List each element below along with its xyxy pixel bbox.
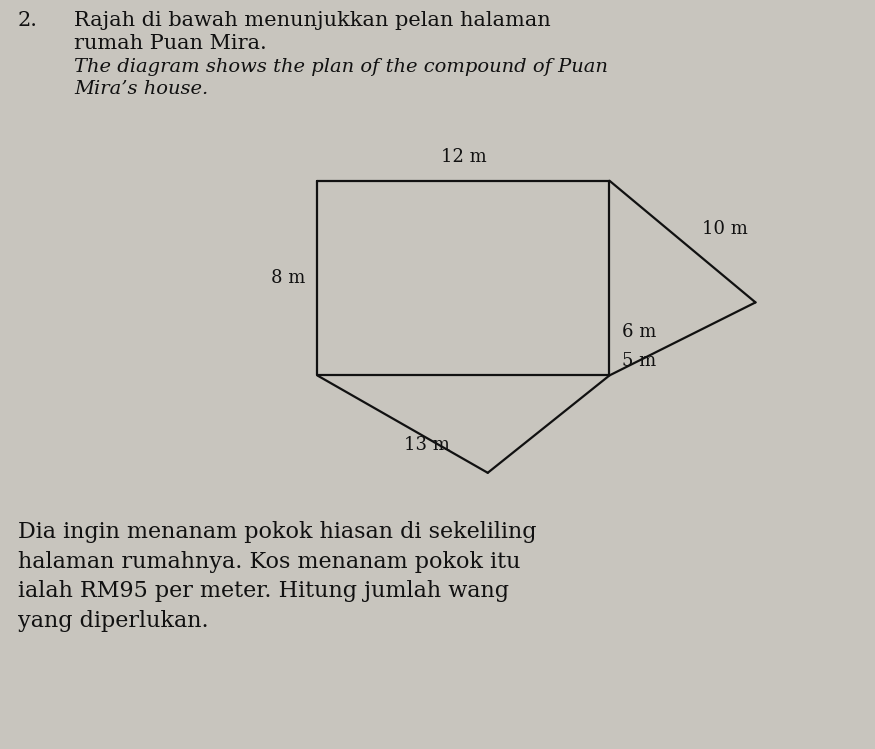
Text: 13 m: 13 m [404,436,450,455]
Text: Mira’s house.: Mira’s house. [74,80,208,98]
Text: rumah Puan Mira.: rumah Puan Mira. [74,34,267,52]
Text: 10 m: 10 m [702,220,748,238]
Text: halaman rumahnya. Kos menanam pokok itu: halaman rumahnya. Kos menanam pokok itu [18,551,520,572]
Text: yang diperlukan.: yang diperlukan. [18,610,208,632]
Text: The diagram shows the plan of the compound of Puan: The diagram shows the plan of the compou… [74,58,608,76]
Text: Dia ingin menanam pokok hiasan di sekeliling: Dia ingin menanam pokok hiasan di sekeli… [18,521,536,542]
Text: 8 m: 8 m [270,269,305,287]
Text: 2.: 2. [18,11,38,30]
Text: 6 m: 6 m [621,323,656,341]
Text: Rajah di bawah menunjukkan pelan halaman: Rajah di bawah menunjukkan pelan halaman [74,11,551,30]
Text: ialah RM95 per meter. Hitung jumlah wang: ialah RM95 per meter. Hitung jumlah wang [18,580,508,602]
Text: 5 m: 5 m [621,352,656,370]
Text: 12 m: 12 m [440,148,487,166]
